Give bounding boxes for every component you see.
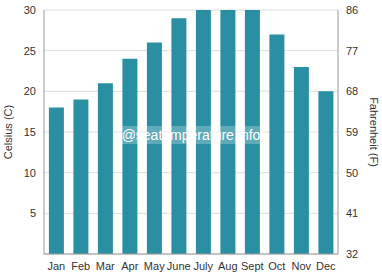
svg-text:59: 59 bbox=[346, 126, 358, 138]
svg-text:Fahrenheit (F): Fahrenheit (F) bbox=[368, 97, 374, 167]
svg-text:86: 86 bbox=[346, 4, 358, 16]
svg-text:Mar: Mar bbox=[96, 260, 115, 272]
svg-text:Oct: Oct bbox=[268, 260, 285, 272]
svg-text:32: 32 bbox=[346, 248, 358, 260]
svg-text:15: 15 bbox=[24, 126, 36, 138]
svg-text:20: 20 bbox=[24, 85, 36, 97]
svg-text:May: May bbox=[144, 260, 165, 272]
svg-text:Aug: Aug bbox=[218, 260, 238, 272]
svg-text:30: 30 bbox=[24, 4, 36, 16]
svg-text:50: 50 bbox=[346, 167, 358, 179]
svg-text:Dec: Dec bbox=[316, 260, 336, 272]
svg-text:Celsius (C): Celsius (C) bbox=[8, 105, 14, 159]
svg-text:Jan: Jan bbox=[47, 260, 65, 272]
svg-text:June: June bbox=[167, 260, 191, 272]
svg-text:10: 10 bbox=[24, 167, 36, 179]
svg-text:68: 68 bbox=[346, 85, 358, 97]
svg-text:77: 77 bbox=[346, 45, 358, 57]
svg-text:Sept: Sept bbox=[241, 260, 264, 272]
svg-text:July: July bbox=[193, 260, 213, 272]
svg-text:41: 41 bbox=[346, 207, 358, 219]
svg-text:Apr: Apr bbox=[121, 260, 138, 272]
html-text:@seatemperature.info: @seatemperature.info bbox=[121, 127, 261, 143]
svg-text:5: 5 bbox=[30, 207, 36, 219]
svg-text:Feb: Feb bbox=[71, 260, 90, 272]
svg-text:Nov: Nov bbox=[291, 260, 311, 272]
svg-text:25: 25 bbox=[24, 45, 36, 57]
